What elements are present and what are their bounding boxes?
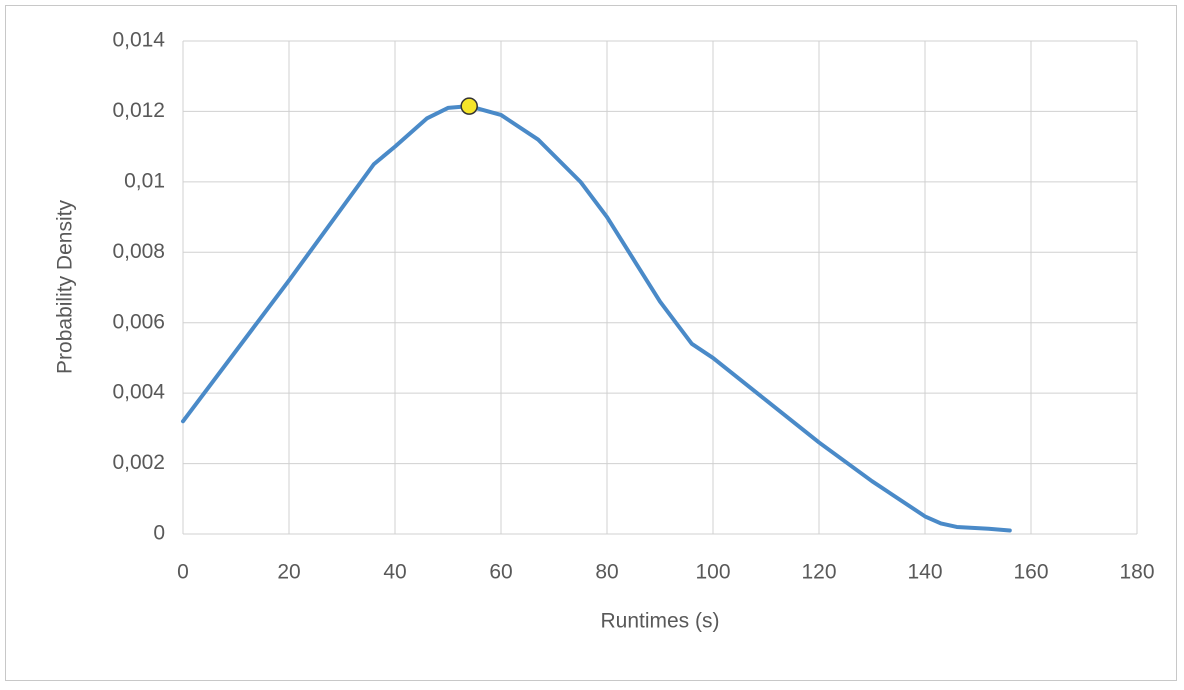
x-axis-label: Runtimes (s) [600,610,719,633]
y-tick-label: 0,008 [112,240,165,263]
y-tick-label: 0,012 [112,99,165,122]
highlight-point [460,97,478,115]
x-tick-label: 100 [695,561,730,584]
y-tick-label: 0 [153,522,165,545]
x-tick-label: 180 [1119,561,1154,584]
y-axis-label: Probability Density [54,200,77,374]
y-tick-label: 0,01 [124,169,165,192]
chart-frame [5,5,1177,681]
data-line [181,104,1012,533]
x-tick-label: 140 [907,561,942,584]
y-tick-label: 0,006 [112,310,165,333]
x-tick-label: 40 [383,561,406,584]
y-tick-label: 0,004 [112,381,165,404]
x-tick-label: 0 [177,561,189,584]
x-tick-label: 60 [489,561,512,584]
x-tick-label: 20 [277,561,300,584]
x-tick-label: 80 [595,561,618,584]
y-tick-label: 0,002 [112,451,165,474]
x-tick-label: 160 [1013,561,1048,584]
y-tick-label: 0,014 [112,29,165,52]
x-tick-label: 120 [801,561,836,584]
